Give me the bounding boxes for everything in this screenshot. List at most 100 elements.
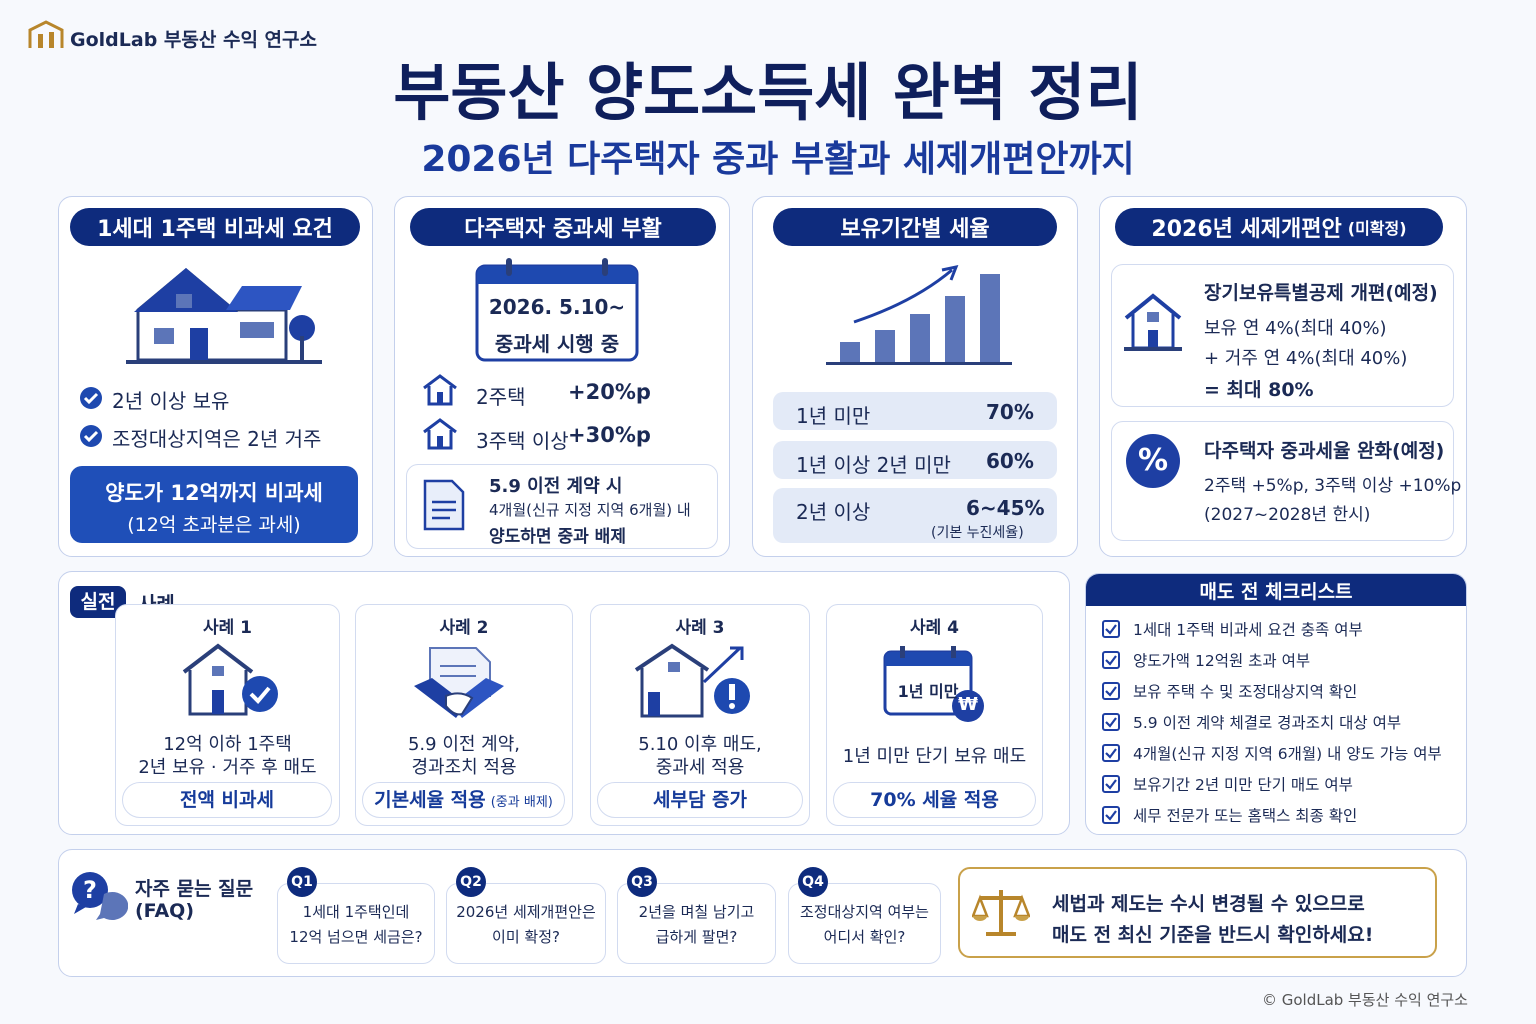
checkbox-icon (1102, 744, 1120, 762)
case-title: 사례 2 (439, 618, 489, 638)
faq-question: 2년을 며칠 남기고 (638, 903, 755, 921)
reform-card (1111, 264, 1454, 407)
checklist-item: 보유 주택 수 및 조정대상지역 확인 (1133, 683, 1358, 701)
case-result: 전액 비과세 (122, 782, 332, 818)
faq-question: 어디서 확인? (823, 928, 906, 946)
calendar-label: 중과세 시행 중 (494, 332, 620, 356)
house-check-icon (182, 643, 278, 716)
faq-number: Q1 (287, 867, 317, 897)
reform-line: = 최대 80% (1204, 379, 1314, 401)
case-desc: 12억 이하 1주택 (163, 734, 292, 755)
subtitle: 2026년 다주택자 중과 부활과 세제개편안까지 (421, 139, 1135, 180)
check-icon (80, 387, 102, 409)
period: 1년 이상 2년 미만 (796, 453, 951, 477)
brand: GoldLab 부동산 수익 연구소 (70, 29, 317, 51)
rate-label: 3주택 이상 (476, 429, 569, 453)
faq-number: Q4 (798, 867, 828, 897)
note-line: 4개월(신규 지정 지역 6개월) 내 (489, 501, 691, 519)
case-result-note: (중과 배제) (490, 795, 553, 810)
case-desc: 1년 미만 단기 보유 매도 (842, 746, 1027, 767)
won-icon: ₩ (958, 694, 978, 715)
case-result: 70% 세율 적용 (833, 782, 1036, 818)
checklist-item: 양도가액 12억원 초과 여부 (1133, 652, 1311, 670)
faq-question: 2026년 세제개편안은 (456, 903, 596, 921)
reform-item-title: 다주택자 중과세율 완화(예정) (1204, 440, 1445, 462)
case-result: 세부담 증가 (597, 782, 803, 818)
house-small-icon (423, 374, 457, 406)
case-title: 사례 4 (909, 618, 960, 638)
checklist-item: 보유기간 2년 미만 단기 매도 여부 (1133, 776, 1353, 794)
rate-label: 2주택 (476, 385, 526, 409)
check-icon (80, 425, 102, 447)
checkbox-icon (1102, 806, 1120, 824)
case-desc: 5.10 이후 매도, (638, 734, 762, 755)
checkbox-icon (1102, 713, 1120, 731)
reform-item-title: 장기보유특별공제 개편(예정) (1204, 282, 1438, 304)
document-icon (423, 479, 465, 531)
cases-badge: 실전 (70, 586, 126, 618)
rate: 6~45% (966, 496, 1045, 520)
faq-question: 이미 확정? (492, 928, 560, 946)
heavy-tax-title: 다주택자 중과세 부활 (410, 208, 716, 246)
reform-header: 2026년 세제개편안 (미확정) (1115, 208, 1443, 246)
rate-value: +20%p (568, 380, 651, 404)
footer: © GoldLab 부동산 수익 연구소 (1261, 991, 1468, 1009)
period: 1년 미만 (796, 404, 871, 428)
faq-question: 급하게 팔면? (655, 928, 738, 946)
case-title: 사례 3 (675, 618, 725, 638)
faq-title: 자주 묻는 질문 (135, 878, 254, 900)
check-text: 조정대상지역은 2년 거주 (112, 427, 322, 451)
faq-number: Q3 (627, 867, 657, 897)
exemption-title: 1세대 1주택 비과세 요건 (70, 208, 360, 246)
faq-question: 12억 넘으면 세금은? (289, 928, 423, 946)
svg-text:?: ? (83, 876, 97, 904)
rate: 60% (986, 449, 1034, 473)
faq-number: Q2 (456, 867, 486, 897)
checklist-item: 1세대 1주택 비과세 요건 충족 여부 (1133, 621, 1363, 639)
title: 부동산 양도소득세 완벽 정리 (393, 56, 1143, 129)
faq-question: 조정대상지역 여부는 (800, 903, 929, 921)
rate-row (773, 392, 1057, 430)
highlight-box (70, 466, 358, 543)
reform-line: (2027~2028년 한시) (1204, 505, 1371, 525)
check-text: 2년 이상 보유 (112, 389, 230, 413)
rate: 70% (986, 400, 1034, 424)
case-desc: 중과세 적용 (655, 757, 745, 778)
highlight-note: (12억 초과분은 과세) (127, 514, 301, 536)
case-result: 기본세율 적용 (374, 789, 486, 811)
rate-row (773, 441, 1057, 479)
rate-value: +30%p (568, 423, 651, 447)
checklist-item: 세무 전문가 또는 홈택스 최종 확인 (1133, 807, 1358, 825)
note-title: 5.9 이전 계약 시 (489, 476, 623, 497)
checkbox-icon (1102, 620, 1120, 638)
notice-line: 세법과 제도는 수시 변경될 수 있으므로 (1052, 893, 1365, 915)
case-desc: 5.9 이전 계약, (407, 734, 521, 755)
case-result-box: 기본세율 적용 (중과 배제) (362, 782, 565, 818)
house-icon (126, 268, 322, 364)
reform-line: + 거주 연 4%(최대 40%) (1204, 348, 1408, 369)
case-desc: 경과조치 적용 (411, 757, 517, 778)
calendar-date: 2026. 5.10~ (488, 295, 626, 319)
holding-title: 보유기간별 세율 (773, 208, 1057, 246)
checklist-item: 4개월(신규 지정 지역 6개월) 내 양도 가능 여부 (1133, 745, 1442, 763)
faq-question: 1세대 1주택인데 (302, 903, 410, 921)
checklist-header (1086, 574, 1466, 606)
house-alert-icon (634, 643, 750, 718)
handshake-icon (414, 647, 504, 718)
checklist-item: 5.9 이전 계약 체결로 경과조치 대상 여부 (1133, 714, 1402, 732)
percent-icon: % (1126, 434, 1180, 488)
checklist-panel (1085, 573, 1467, 835)
calendar-small-icon (883, 646, 984, 722)
checkbox-icon (1102, 682, 1120, 700)
checklist-title: 매도 전 체크리스트 (1199, 581, 1353, 603)
logo-icon (28, 20, 64, 48)
notice-line: 매도 전 최신 기준을 반드시 확인하세요! (1052, 924, 1374, 946)
house-small-icon (423, 418, 457, 450)
calendar-icon (475, 258, 639, 362)
rate-row (773, 488, 1057, 543)
highlight: 양도가 12억까지 비과세 (105, 481, 323, 505)
note-line: 양도하면 중과 배제 (489, 527, 626, 547)
checkbox-icon (1102, 775, 1120, 793)
bar-chart-icon (826, 264, 1012, 365)
